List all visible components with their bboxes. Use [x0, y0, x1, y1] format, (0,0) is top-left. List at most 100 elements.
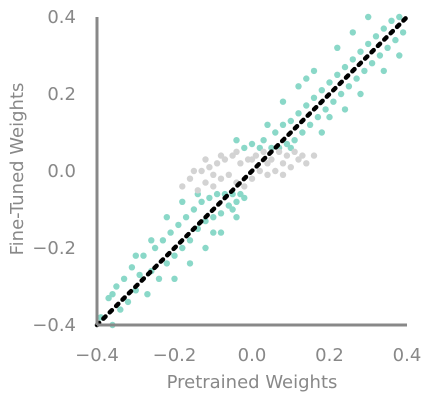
scatter-point: [372, 33, 380, 40]
scatter-point: [388, 17, 395, 24]
scatter-point: [368, 60, 376, 67]
x-tick-label: 0.4: [393, 345, 422, 366]
scatter-point: [279, 171, 287, 178]
scatter-point: [221, 156, 229, 163]
scatter-point: [303, 102, 310, 109]
scatter-point: [295, 156, 302, 163]
scatter-point: [194, 187, 201, 194]
scatter-point: [179, 183, 186, 190]
scatter-point: [217, 229, 225, 236]
scatter-point: [128, 264, 136, 271]
scatter-point: [380, 67, 387, 75]
scatter-point: [190, 167, 198, 175]
scatter-point: [291, 137, 298, 144]
scatter-point: [171, 252, 178, 259]
scatter-point: [186, 237, 194, 244]
scatter-point: [229, 206, 236, 213]
scatter-point: [306, 121, 314, 128]
scatter-point: [396, 52, 403, 59]
scatter-point: [310, 67, 318, 75]
scatter-point: [341, 63, 349, 71]
scatter-point: [109, 291, 116, 298]
scatter-point: [124, 298, 132, 306]
scatter-point: [213, 160, 221, 167]
scatter-point: [361, 67, 368, 75]
scatter-point: [330, 98, 337, 105]
scatter-point: [190, 206, 198, 213]
y-axis-label: Fine-Tuned Weights: [7, 83, 28, 256]
scatter-point: [303, 75, 310, 82]
scatter-point: [206, 194, 213, 202]
scatter-point: [272, 167, 279, 175]
scatter-point: [202, 179, 209, 186]
scatter-point: [318, 87, 325, 94]
scatter-point: [326, 113, 333, 121]
y-tick-labels: −0.4 −0.2 0.0 0.2 0.4: [32, 7, 76, 336]
scatter-point: [233, 198, 240, 205]
scatter-point: [337, 90, 345, 98]
scatter-point: [105, 294, 112, 302]
scatter-point: [260, 137, 267, 144]
points-layer: [97, 13, 407, 329]
scatter-point: [349, 29, 356, 36]
scatter-point: [182, 214, 190, 221]
scatter-point: [318, 129, 325, 136]
scatter-point: [202, 156, 209, 163]
scatter-point: [349, 56, 356, 63]
scatter-point: [252, 152, 260, 159]
scatter-point: [264, 160, 271, 167]
scatter-point: [353, 75, 360, 82]
scatter-point: [314, 113, 322, 121]
x-tick-label: −0.2: [153, 345, 197, 366]
x-axis-label: Pretrained Weights: [167, 372, 338, 393]
scatter-point: [136, 271, 143, 279]
scatter-point: [341, 106, 349, 113]
scatter-point: [241, 194, 248, 202]
scatter-point: [198, 198, 205, 205]
y-tick-label: 0.4: [47, 7, 76, 28]
scatter-point: [140, 252, 147, 259]
scatter-point: [163, 260, 170, 267]
scatter-point: [248, 175, 256, 182]
scatter-point: [148, 237, 155, 244]
scatter-point: [217, 152, 225, 159]
scatter-point: [217, 210, 225, 217]
scatter-point: [213, 190, 221, 198]
scatter-point: [310, 152, 318, 159]
y-tick-label: 0.2: [47, 84, 76, 105]
scatter-point: [380, 25, 387, 32]
scatter-point: [256, 167, 263, 175]
scatter-point: [186, 175, 194, 182]
scatter-point: [210, 229, 217, 236]
scatter-point: [260, 148, 267, 155]
scatter-point: [396, 13, 403, 21]
scatter-point: [357, 48, 364, 55]
scatter-point: [217, 175, 225, 182]
scatter-point: [399, 29, 407, 36]
scatter-point: [202, 217, 209, 225]
scatter-point: [206, 164, 213, 171]
scatter-point: [310, 94, 318, 102]
scatter-point: [264, 121, 271, 128]
scatter-point: [186, 260, 194, 267]
scatter-point: [233, 137, 240, 144]
scatter-point: [151, 244, 159, 252]
scatter-point: [198, 167, 205, 175]
scatter-point: [233, 148, 240, 155]
scatter-point: [210, 171, 217, 178]
scatter-point: [279, 98, 287, 105]
scatter-point: [241, 183, 248, 190]
scatter-point: [283, 152, 291, 159]
scatter-point: [113, 283, 120, 290]
scatter-point: [392, 36, 399, 44]
scatter-point: [202, 244, 209, 252]
scatter-point: [275, 148, 283, 155]
scatter-point: [264, 171, 271, 178]
scatter-point: [225, 171, 232, 178]
y-tick-label: −0.4: [32, 315, 76, 336]
y-tick-label: 0.0: [47, 161, 76, 182]
scatter-point: [179, 244, 186, 252]
scatter-point: [376, 52, 384, 59]
